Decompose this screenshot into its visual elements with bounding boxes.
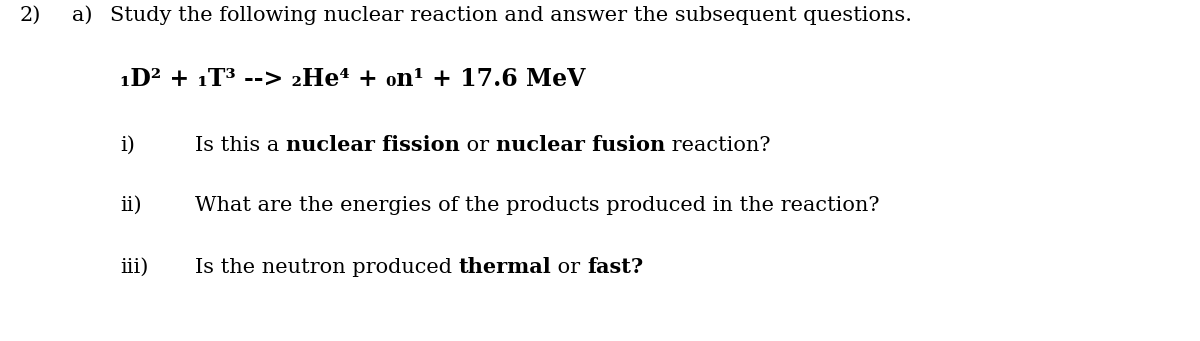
Text: ₁D² + ₁T³ --> ₂He⁴ + ₀n¹ + 17.6 MeV: ₁D² + ₁T³ --> ₂He⁴ + ₀n¹ + 17.6 MeV xyxy=(120,67,586,91)
Text: fast?: fast? xyxy=(587,257,643,277)
Text: Study the following nuclear reaction and answer the subsequent questions.: Study the following nuclear reaction and… xyxy=(110,6,912,25)
Text: or: or xyxy=(551,258,587,277)
Text: 2): 2) xyxy=(20,6,41,25)
Text: nuclear fusion: nuclear fusion xyxy=(496,135,665,155)
Text: a): a) xyxy=(72,6,92,25)
Text: i): i) xyxy=(120,136,134,155)
Text: or: or xyxy=(460,136,496,155)
Text: Is the neutron produced: Is the neutron produced xyxy=(194,258,458,277)
Text: Is this a: Is this a xyxy=(194,136,286,155)
Text: iii): iii) xyxy=(120,258,149,277)
Text: reaction?: reaction? xyxy=(665,136,770,155)
Text: nuclear fission: nuclear fission xyxy=(286,135,460,155)
Text: What are the energies of the products produced in the reaction?: What are the energies of the products pr… xyxy=(194,196,880,215)
Text: thermal: thermal xyxy=(458,257,551,277)
Text: ii): ii) xyxy=(120,196,142,215)
